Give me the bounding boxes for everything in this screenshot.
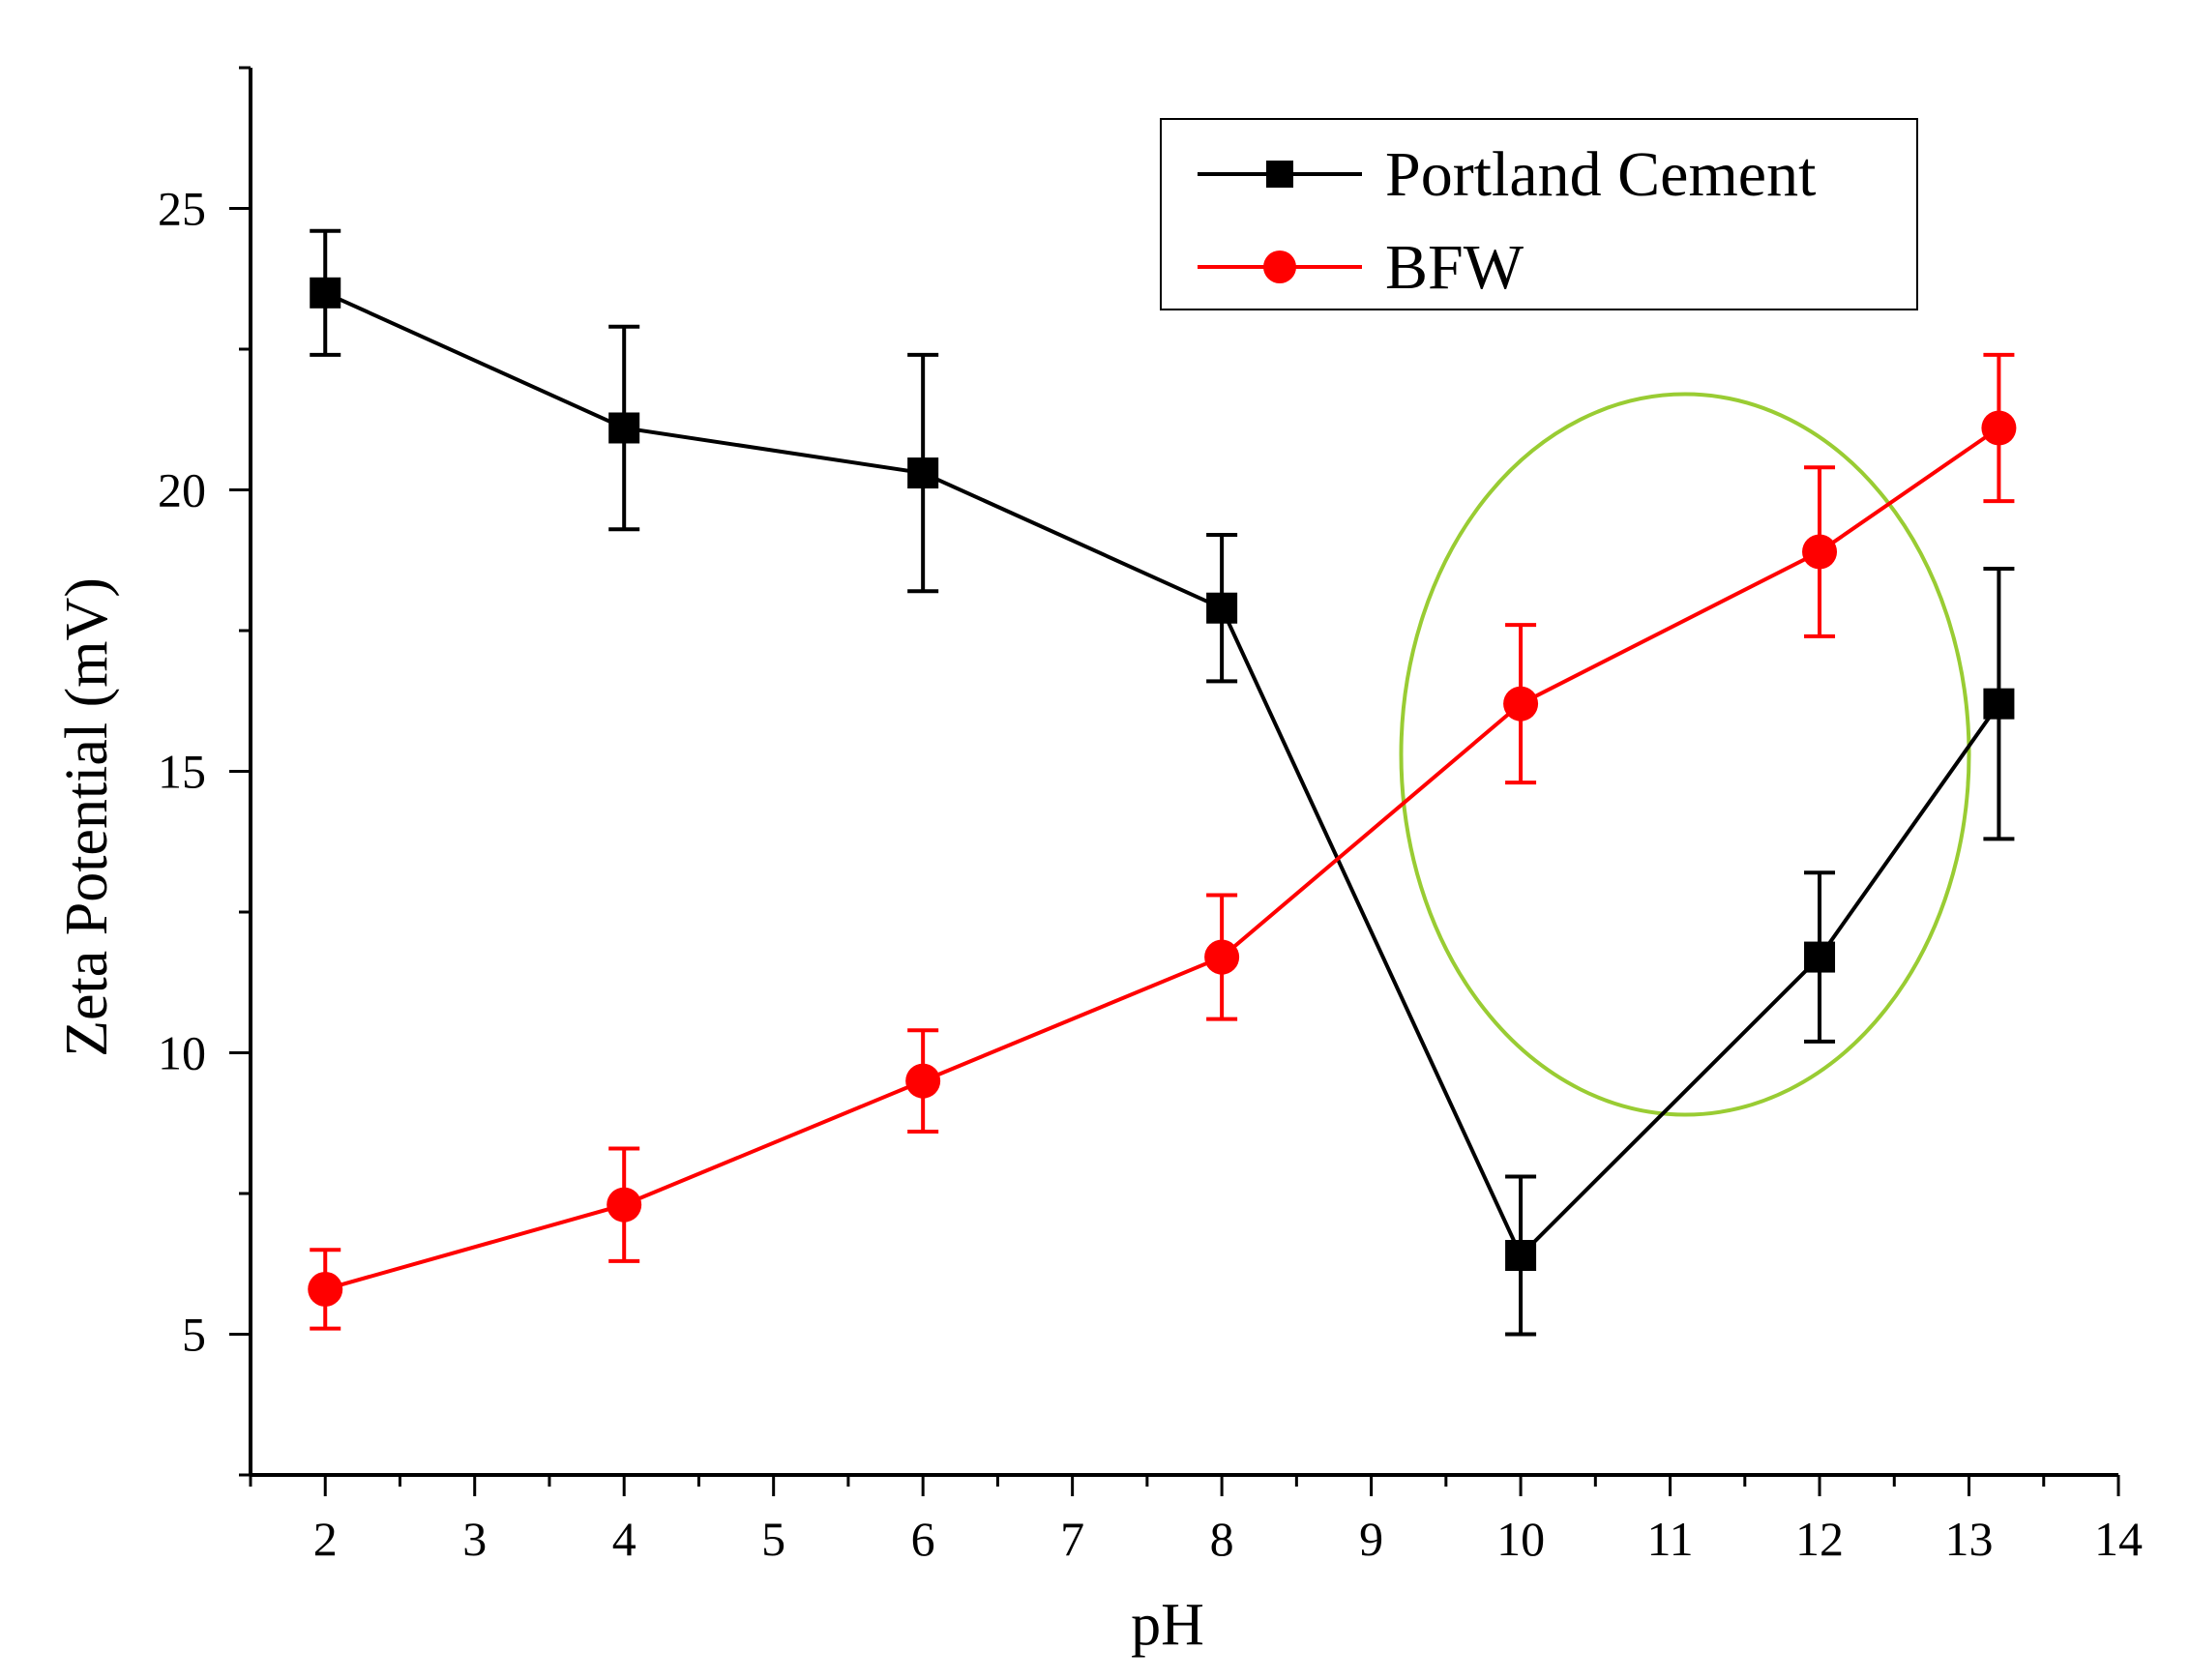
x-tick-label: 10 <box>1496 1512 1545 1566</box>
y-axis-title: Zeta Potential (mV) <box>54 577 120 1057</box>
x-tick-label: 12 <box>1795 1512 1844 1566</box>
legend-label-portland-cement: Portland Cement <box>1385 139 1816 210</box>
x-tick-label: 3 <box>462 1512 487 1566</box>
data-point <box>1802 534 1838 570</box>
data-point <box>1981 410 2017 446</box>
y-tick-label: 20 <box>158 463 206 517</box>
series-bfw <box>308 352 2017 1331</box>
data-point <box>907 457 939 489</box>
x-tick-label: 13 <box>1945 1512 1994 1566</box>
y-tick-label: 15 <box>158 745 206 799</box>
x-tick-label: 7 <box>1060 1512 1084 1566</box>
annotations <box>1399 392 1971 1117</box>
y-tick-label: 5 <box>182 1308 206 1362</box>
x-tick-label: 5 <box>761 1512 785 1566</box>
legend-marker-bfw <box>1263 251 1296 283</box>
x-tick-label: 8 <box>1210 1512 1234 1566</box>
y-tick-label: 25 <box>158 182 206 236</box>
axes: 2 3 4 5 6 7 8 9 10 11 12 13 14 5 10 15 20 25 <box>158 66 2143 1566</box>
data-point <box>1505 1240 1537 1272</box>
data-point <box>1206 592 1238 624</box>
x-tick-label: 11 <box>1646 1512 1693 1566</box>
x-tick-label: 14 <box>2094 1512 2143 1566</box>
series-portland-cement <box>310 228 2015 1337</box>
legend-label-bfw: BFW <box>1385 232 1524 303</box>
data-point <box>310 277 341 309</box>
data-point <box>1804 941 1836 973</box>
x-tick-label: 2 <box>313 1512 338 1566</box>
series-layer <box>308 228 2017 1337</box>
data-point <box>607 1187 642 1223</box>
x-tick-label: 4 <box>612 1512 636 1566</box>
x-tick-label: 9 <box>1359 1512 1383 1566</box>
data-point <box>1983 688 2015 720</box>
legend-marker-portland-cement <box>1266 161 1293 188</box>
highlight-ellipse <box>1399 392 1971 1117</box>
series-line-bfw <box>324 426 2000 1291</box>
x-axis-title: pH <box>1131 1592 1204 1658</box>
y-tick-label: 10 <box>158 1026 206 1080</box>
data-point <box>308 1271 343 1307</box>
data-point <box>608 412 640 444</box>
data-point <box>1503 686 1539 722</box>
x-tick-label: 6 <box>911 1512 935 1566</box>
series-line-portland-cement <box>324 290 2001 1259</box>
legend: Portland Cement BFW <box>1160 118 1918 310</box>
data-point <box>1204 939 1240 975</box>
data-point <box>905 1063 941 1099</box>
